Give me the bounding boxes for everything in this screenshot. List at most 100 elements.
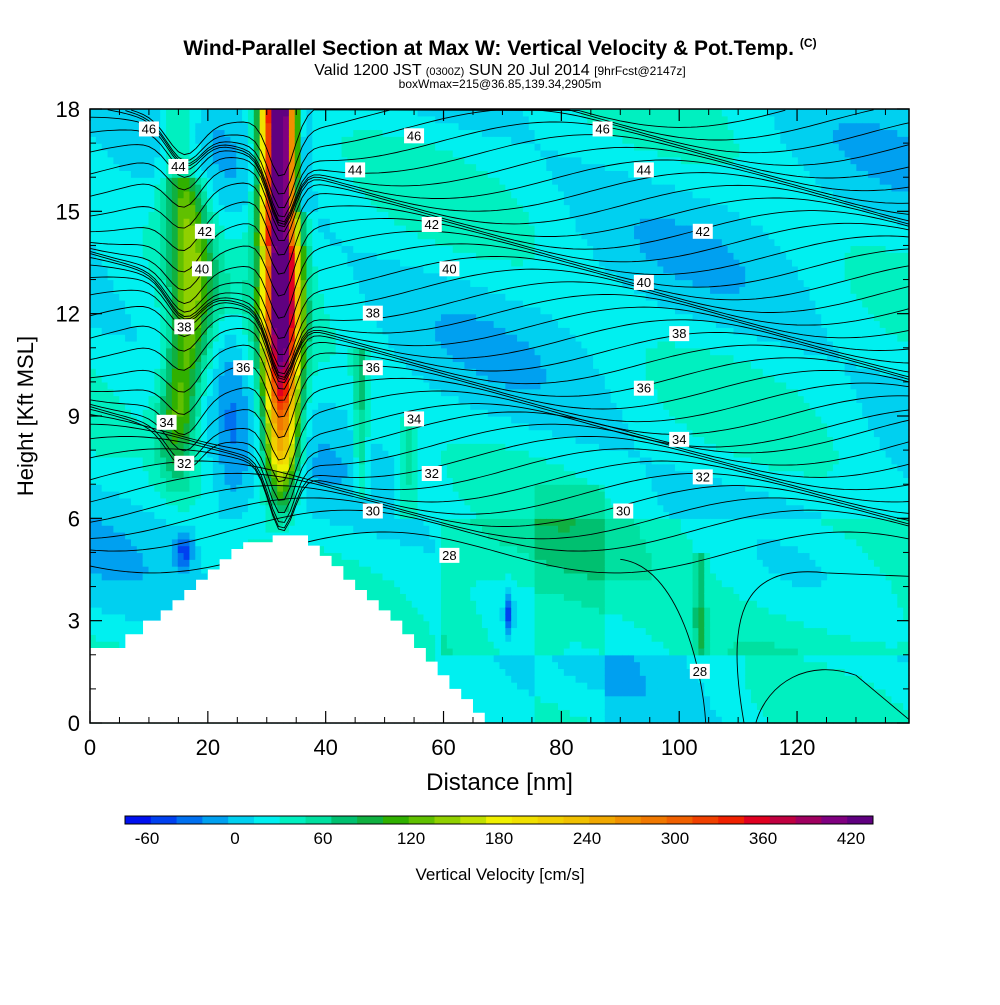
velocity-cell (359, 238, 366, 247)
velocity-cell (359, 286, 366, 294)
velocity-cell (376, 443, 384, 451)
velocity-cell (306, 231, 313, 240)
velocity-cell (364, 286, 372, 294)
velocity-cell (411, 586, 419, 594)
velocity-cell (183, 211, 191, 219)
velocity-cell (218, 300, 226, 308)
velocity-cell (195, 429, 202, 438)
velocity-cell (230, 313, 237, 322)
velocity-cell (259, 115, 267, 124)
velocity-cell (259, 409, 267, 417)
velocity-cell (236, 470, 243, 478)
velocity-cell (370, 443, 378, 451)
velocity-cell (125, 170, 132, 178)
velocity-cell (224, 156, 231, 165)
velocity-cell (154, 313, 161, 322)
velocity-cell (189, 497, 196, 506)
velocity-cell (207, 136, 214, 144)
velocity-cell (101, 204, 109, 212)
velocity-cell (411, 491, 419, 499)
velocity-cell (218, 238, 226, 247)
velocity-cell (119, 538, 126, 547)
velocity-cell (236, 525, 243, 533)
velocity-cell (119, 306, 126, 315)
velocity-cell (136, 559, 144, 567)
velocity-cell (171, 381, 179, 390)
velocity-cell (353, 559, 360, 567)
velocity-cell (324, 340, 331, 349)
velocity-cell (95, 395, 103, 403)
velocity-cell (113, 361, 120, 369)
velocity-cell (195, 395, 202, 403)
velocity-cell (353, 443, 360, 451)
velocity-cell (341, 470, 348, 478)
velocity-cell (247, 143, 255, 151)
velocity-cell (253, 115, 261, 124)
velocity-cell (195, 218, 202, 226)
velocity-cell (400, 272, 407, 281)
velocity-cell (364, 531, 372, 540)
velocity-cell (271, 204, 278, 212)
velocity-cell (271, 477, 278, 485)
velocity-cell (189, 177, 196, 185)
velocity-cell (90, 593, 97, 601)
velocity-cell (277, 354, 284, 363)
velocity-cell (136, 450, 144, 458)
velocity-cell (201, 375, 208, 383)
velocity-cell (207, 531, 214, 540)
velocity-cell (207, 115, 214, 124)
velocity-cell (136, 518, 144, 526)
velocity-cell (136, 586, 144, 594)
velocity-cell (247, 122, 255, 131)
velocity-cell (207, 163, 214, 171)
velocity-cell (90, 149, 97, 158)
velocity-cell (359, 470, 366, 478)
velocity-cell (306, 156, 313, 165)
velocity-cell (107, 545, 114, 554)
velocity-cell (201, 122, 208, 131)
velocity-cell (107, 579, 114, 588)
velocity-cell (160, 320, 167, 328)
velocity-cell (90, 504, 97, 513)
velocity-cell (306, 313, 313, 322)
velocity-cell (388, 286, 395, 294)
velocity-cell (136, 184, 144, 192)
velocity-cell (95, 272, 103, 281)
velocity-cell (329, 259, 337, 267)
velocity-cell (370, 122, 378, 131)
velocity-cell (247, 525, 255, 533)
velocity-cell (347, 197, 354, 206)
velocity-cell (364, 115, 372, 124)
velocity-cell (230, 170, 237, 178)
velocity-cell (283, 456, 290, 465)
velocity-cell (136, 259, 144, 267)
velocity-cell (370, 129, 378, 137)
velocity-cell (247, 347, 255, 356)
velocity-cell (90, 566, 97, 574)
velocity-cell (364, 354, 372, 363)
velocity-cell (341, 143, 348, 151)
velocity-cell (171, 115, 179, 124)
velocity-cell (341, 545, 348, 554)
velocity-cell (347, 456, 354, 465)
velocity-cell (177, 409, 185, 417)
velocity-cell (90, 422, 97, 431)
velocity-cell (253, 170, 261, 178)
velocity-cell (259, 109, 267, 117)
velocity-cell (166, 593, 173, 601)
velocity-cell (195, 477, 202, 485)
velocity-cell (201, 436, 208, 444)
velocity-cell (335, 429, 343, 438)
velocity-cell (318, 361, 325, 369)
velocity-cell (294, 422, 302, 431)
velocity-cell (306, 429, 313, 438)
velocity-cell (218, 375, 226, 383)
velocity-cell (113, 122, 120, 131)
velocity-cell (359, 477, 366, 485)
velocity-cell (318, 197, 325, 206)
velocity-cell (230, 204, 237, 212)
velocity-cell (242, 320, 249, 328)
velocity-cell (288, 218, 296, 226)
velocity-cell (405, 402, 413, 410)
velocity-cell (90, 170, 97, 178)
